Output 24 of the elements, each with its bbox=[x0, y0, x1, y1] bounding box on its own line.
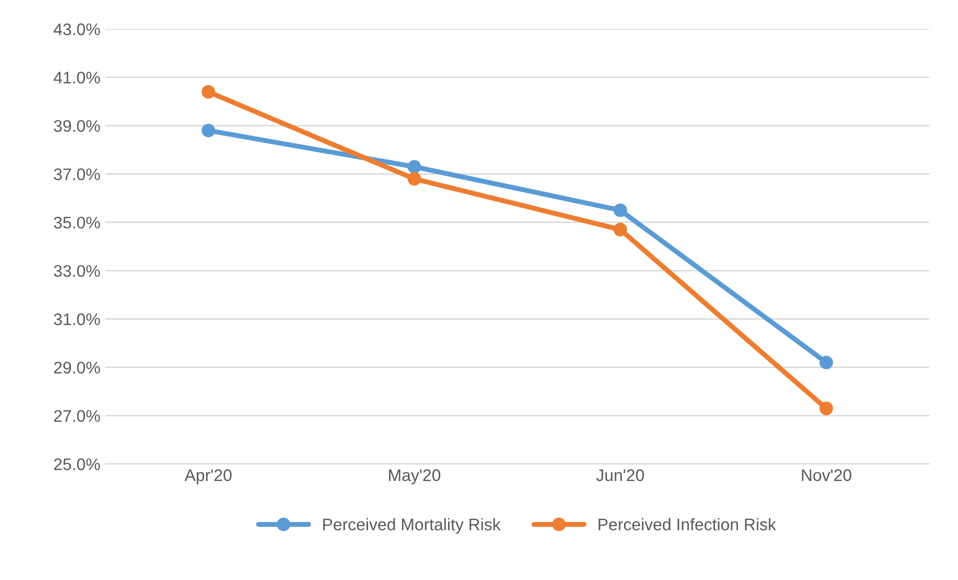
y-tick-label: 29.0% bbox=[54, 362, 100, 374]
y-tick-label: 39.0% bbox=[54, 120, 100, 132]
legend-label: Perceived Infection Risk bbox=[598, 518, 776, 530]
y-tick-label: 41.0% bbox=[54, 72, 100, 84]
x-tick-label: Apr'20 bbox=[184, 469, 232, 484]
x-tick-label: Nov'20 bbox=[802, 469, 852, 482]
point bbox=[820, 402, 834, 416]
point bbox=[408, 160, 422, 174]
point bbox=[614, 222, 628, 236]
y-tick-label: 33.0% bbox=[54, 265, 100, 277]
y-tick-label: 25.0% bbox=[54, 458, 100, 470]
point bbox=[202, 85, 216, 99]
point bbox=[614, 203, 628, 218]
y-tick-label: 37.0% bbox=[54, 168, 100, 180]
y-tick-label: 31.0% bbox=[54, 313, 100, 326]
y-tick-label: 43.0% bbox=[54, 23, 100, 36]
y-tick-label: 35.0% bbox=[54, 216, 100, 229]
point bbox=[820, 356, 834, 370]
legend-label: Perceived Mortality Risk bbox=[323, 518, 501, 534]
point bbox=[408, 172, 422, 186]
x-tick-label: Jun'20 bbox=[596, 469, 644, 482]
x-tick-label: May'20 bbox=[389, 469, 440, 484]
y-tick-label: 27.0% bbox=[54, 410, 100, 422]
point bbox=[202, 124, 216, 138]
